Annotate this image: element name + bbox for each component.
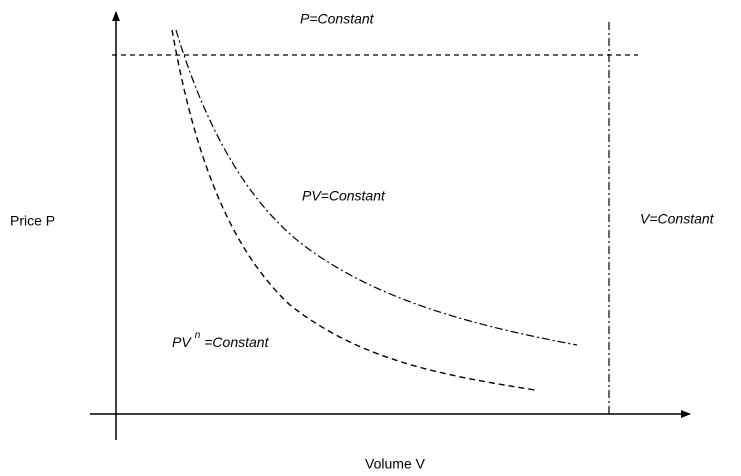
y-axis-label: Price P [10, 213, 55, 229]
polytropic-exponent: n [195, 330, 201, 341]
polytropic-label: PV n =Constant [172, 330, 270, 350]
isotherm-curve [175, 29, 578, 346]
isochore-label: V=Constant [640, 211, 715, 227]
isotherm-label: PV=Constant [302, 188, 386, 204]
polytropic-curve [171, 29, 536, 391]
x-axis-label: Volume V [365, 456, 426, 472]
polytropic-rest: =Constant [204, 334, 269, 350]
isobar-label: P=Constant [300, 11, 375, 27]
polytropic-base: PV [172, 334, 192, 350]
